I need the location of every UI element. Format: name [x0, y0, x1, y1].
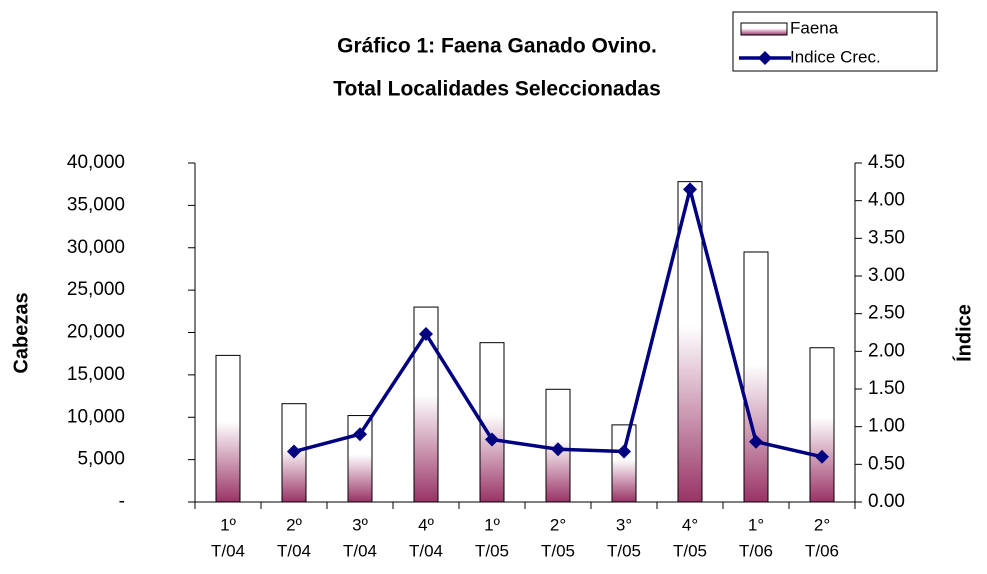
- legend-marker: [758, 51, 772, 65]
- x-tick-label: 1º: [220, 515, 236, 534]
- x-tick-label: 3°: [616, 515, 632, 534]
- y-tick-label: 20,000: [67, 322, 125, 343]
- x-tick-label: 2º: [286, 515, 302, 534]
- bar: [479, 342, 505, 503]
- x-tick-label: 1°: [748, 515, 764, 534]
- x-tick-label: 2°: [550, 515, 566, 534]
- bar: [809, 347, 835, 503]
- legend-label: Indice Crec.: [790, 47, 881, 66]
- line-marker: [617, 444, 631, 459]
- y2-tick-label: 1.50: [868, 378, 905, 399]
- line-marker: [419, 327, 433, 342]
- legend-label: Faena: [790, 18, 839, 37]
- line-marker: [815, 449, 829, 464]
- y2-tick-label: 2.00: [868, 340, 905, 361]
- bar: [611, 424, 637, 503]
- y-tick-label: 30,000: [67, 237, 125, 258]
- y2-tick-label: 2.50: [868, 303, 905, 324]
- y2-axis-label: Índice: [952, 304, 975, 362]
- y2-tick-label: 1.00: [868, 416, 905, 437]
- y-tick-label: 10,000: [67, 406, 125, 427]
- x-tick-label: T/05: [475, 541, 509, 560]
- x-tick-label: T/05: [541, 541, 575, 560]
- line-marker: [353, 427, 367, 442]
- x-tick-label: T/06: [805, 541, 839, 560]
- y-tick-label: 25,000: [67, 279, 125, 300]
- bar: [743, 251, 769, 503]
- y-tick-label: 15,000: [67, 364, 125, 385]
- y2-tick-label: 0.00: [868, 491, 905, 512]
- y2-tick-label: 0.50: [868, 453, 905, 474]
- bar: [677, 181, 703, 503]
- x-tick-label: 3º: [352, 515, 368, 534]
- x-tick-label: 4°: [682, 515, 698, 534]
- chart-title: Total Localidades Seleccionadas: [333, 78, 661, 101]
- line-marker: [287, 444, 301, 459]
- x-tick-label: 1º: [484, 515, 500, 534]
- line-marker: [749, 434, 763, 449]
- y-tick-label: 35,000: [67, 194, 125, 215]
- y2-tick-label: 3.00: [868, 265, 905, 286]
- legend-swatch: [740, 22, 788, 36]
- bar: [215, 354, 241, 503]
- x-tick-label: T/05: [673, 541, 707, 560]
- x-tick-label: T/04: [343, 541, 377, 560]
- y-axis-label: Cabezas: [10, 292, 32, 373]
- x-tick-label: 2°: [814, 515, 830, 534]
- x-tick-label: T/05: [607, 541, 641, 560]
- x-tick-label: T/04: [409, 541, 443, 560]
- line-marker: [551, 442, 565, 457]
- x-tick-label: T/04: [277, 541, 311, 560]
- chart-title: Gráfico 1: Faena Ganado Ovino.: [337, 35, 657, 58]
- y2-tick-label: 4.00: [868, 190, 905, 211]
- y2-tick-label: 4.50: [868, 152, 905, 173]
- y-tick-label: 5,000: [77, 449, 125, 470]
- x-tick-label: T/04: [211, 541, 245, 560]
- x-tick-label: 4º: [418, 515, 434, 534]
- y-tick-label: 40,000: [67, 152, 125, 173]
- x-tick-label: T/06: [739, 541, 773, 560]
- y-tick-label: -: [119, 491, 125, 512]
- line-marker: [683, 182, 697, 197]
- y2-tick-label: 3.50: [868, 227, 905, 248]
- line-marker: [485, 432, 499, 447]
